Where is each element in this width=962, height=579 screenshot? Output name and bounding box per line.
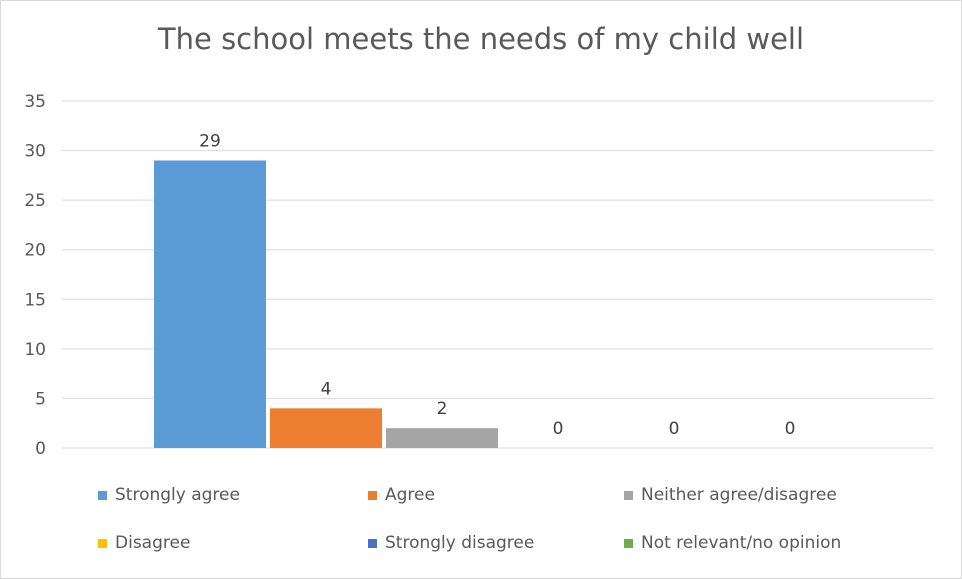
data-label: 0 [669,419,680,439]
data-label: 0 [553,419,564,439]
y-tick-label: 30 [24,142,46,162]
y-tick-label: 0 [35,439,46,459]
data-label: 2 [437,399,448,419]
y-tick-label: 5 [35,389,46,409]
y-tick-label: 10 [24,340,46,360]
y-tick-label: 35 [24,92,46,112]
bar [154,160,266,448]
bar [386,428,498,448]
y-tick-label: 20 [24,241,46,261]
y-tick-label: 25 [24,191,46,211]
data-label: 29 [199,131,221,151]
data-label: 0 [785,419,796,439]
y-tick-label: 15 [24,290,46,310]
data-label: 4 [321,379,332,399]
chart-title: The school meets the needs of my child w… [157,22,805,56]
bar [270,408,382,448]
